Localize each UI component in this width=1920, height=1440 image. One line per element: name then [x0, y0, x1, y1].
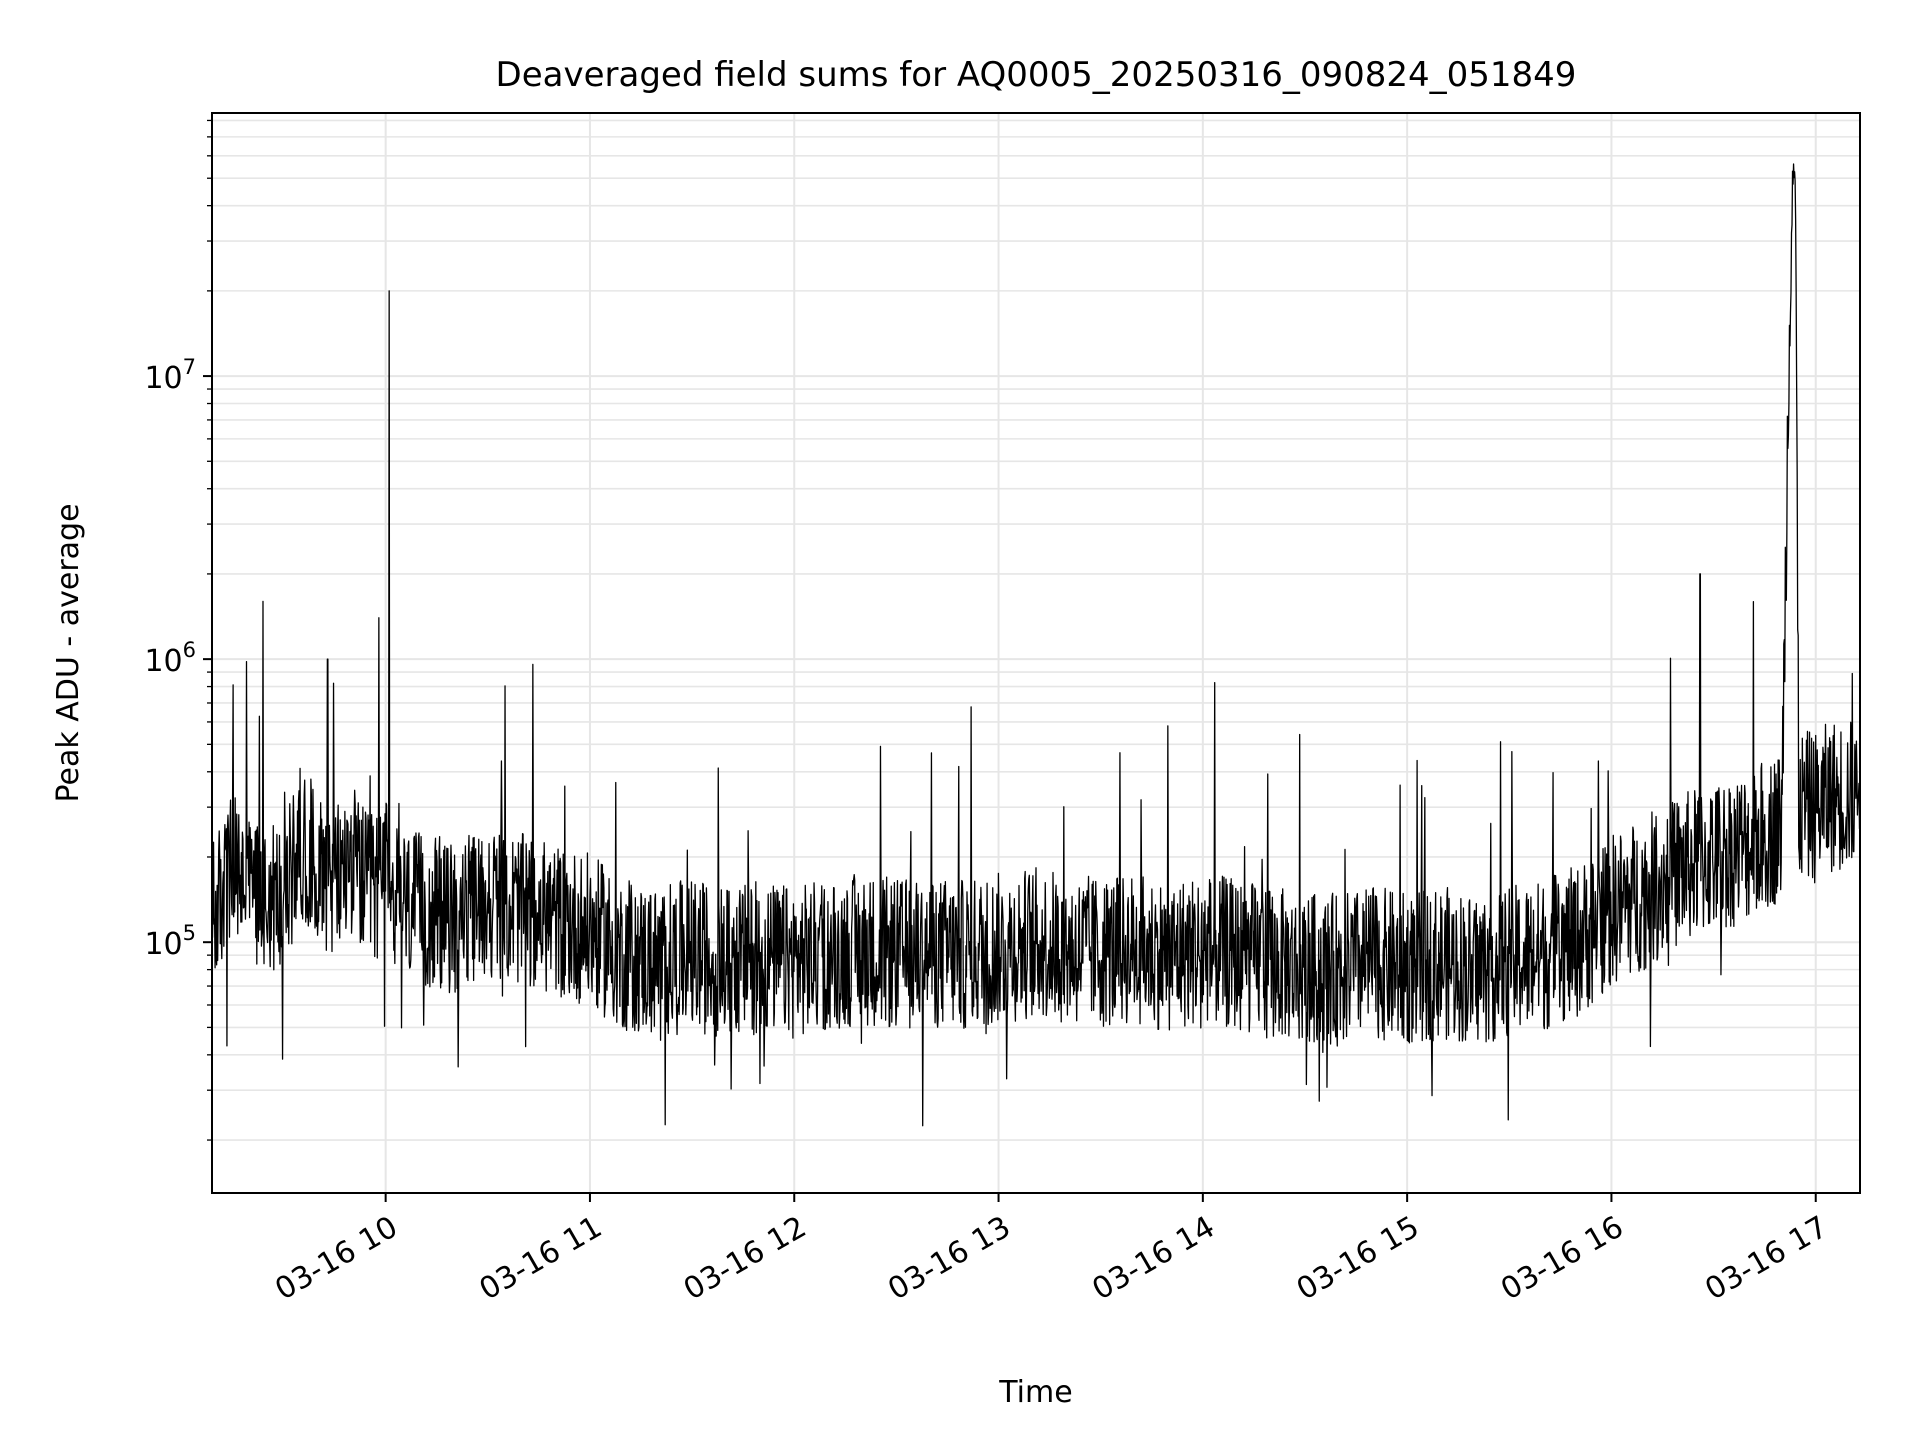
plot-frame: [211, 112, 1861, 1194]
y-tick-label: 107: [144, 355, 196, 396]
y-tick-label: 105: [144, 921, 196, 962]
chart-title: Deaveraged field sums for AQ0005_2025031…: [496, 55, 1577, 95]
y-tick-label: 106: [144, 638, 196, 679]
y-axis-ticks: 105 106 107: [144, 119, 212, 1141]
y-axis-label: Peak ADU - average: [51, 503, 86, 802]
x-axis-label: Time: [998, 1375, 1072, 1410]
series-line: [211, 163, 1861, 1127]
